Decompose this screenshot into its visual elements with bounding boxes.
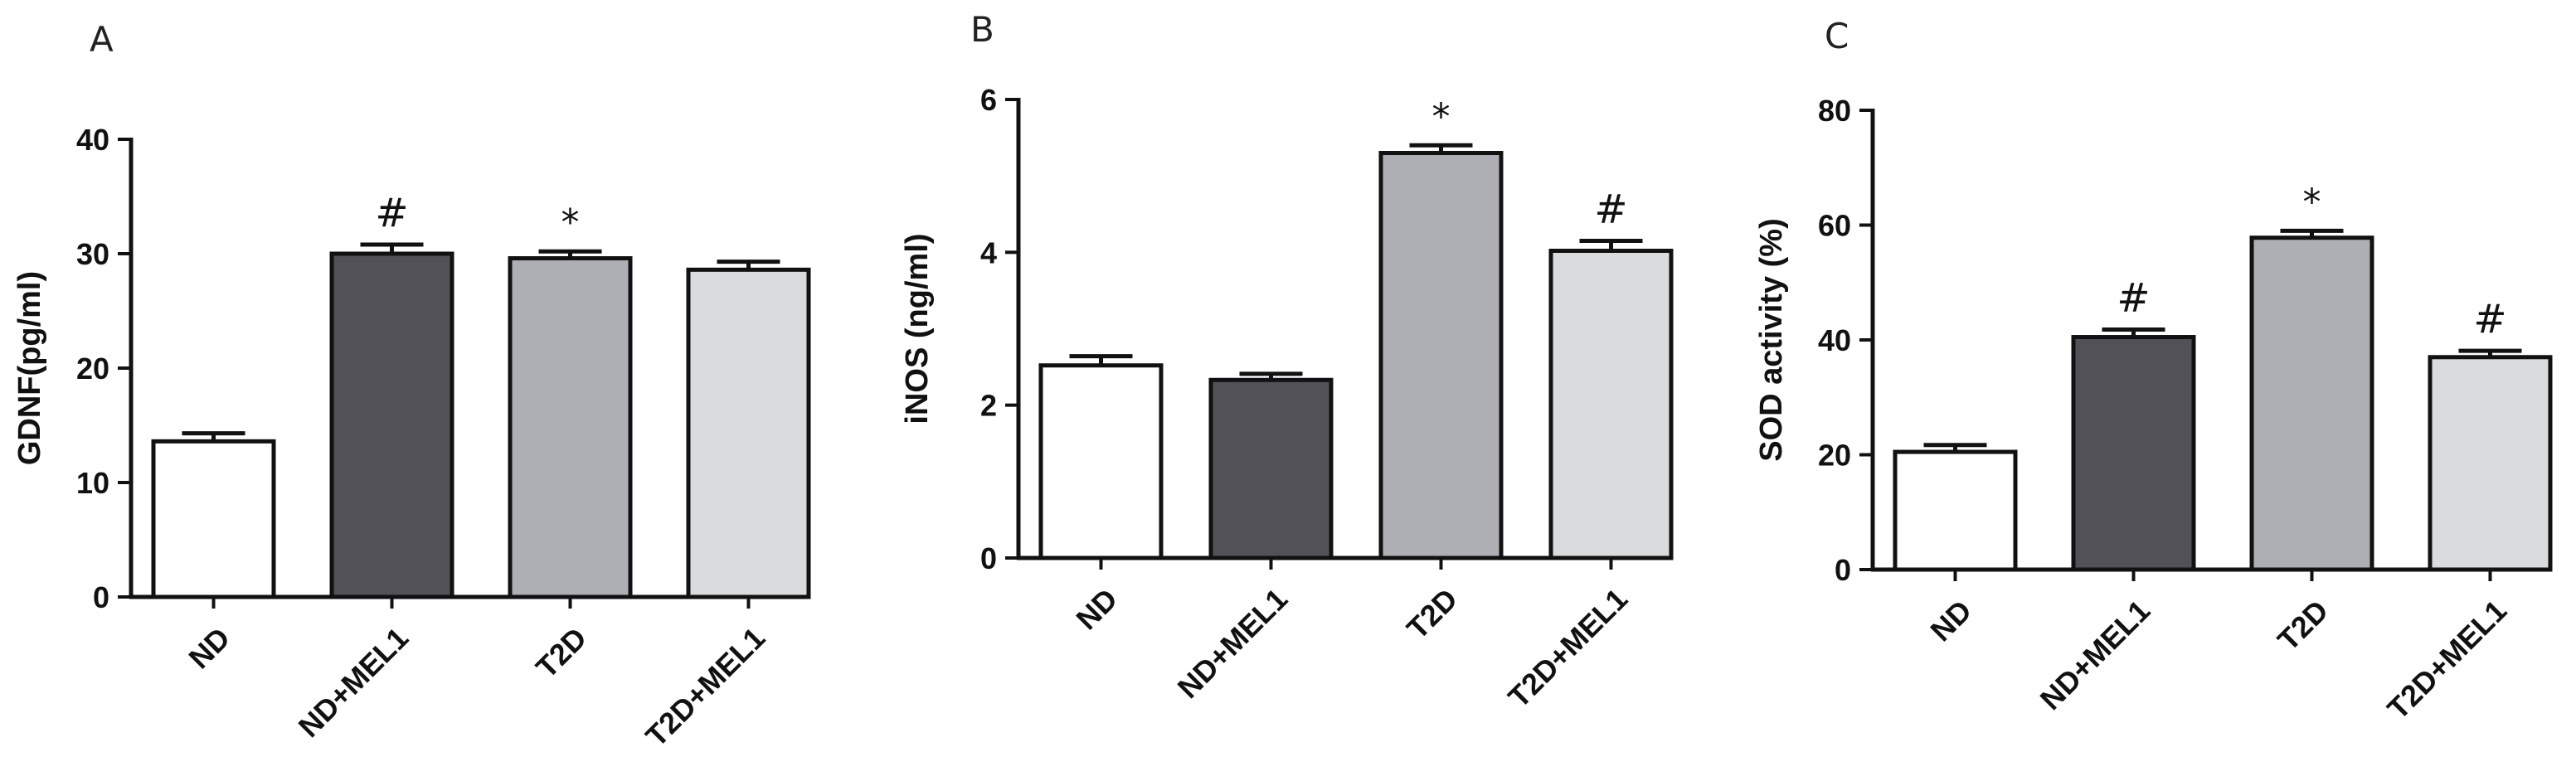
panel-letter: C [1825, 16, 1849, 56]
bar-t2d-mel1 [1548, 248, 1674, 560]
x-tick-label: ND [1069, 582, 1124, 637]
bar-t2d [2249, 235, 2374, 572]
y-tick-label: 4 [980, 235, 997, 269]
x-tick-label: T2D+MEL1 [1501, 582, 1634, 715]
x-tick-label: T2D [529, 621, 593, 685]
significance-star: * [561, 201, 580, 244]
x-tick-label: ND [182, 621, 236, 676]
y-tick-label: 6 [980, 83, 997, 117]
significance-hash: # [2117, 275, 2150, 322]
bar-t2d-mel1 [686, 267, 811, 599]
y-tick-label: 0 [1835, 553, 1851, 587]
bar-t2d [508, 256, 633, 599]
significance-hash: # [2473, 296, 2506, 342]
bar-nd-mel1 [2071, 335, 2196, 572]
significance-hash: # [1594, 187, 1627, 233]
y-tick-label: 60 [1818, 209, 1851, 243]
y-tick-label: 30 [76, 237, 109, 271]
y-tick-label: 0 [93, 580, 109, 614]
y-tick-label: 40 [1818, 323, 1851, 357]
x-tick-label: ND+MEL1 [292, 621, 416, 745]
panel-letter: B [970, 9, 994, 50]
x-tick-label: ND+MEL1 [2034, 594, 2157, 717]
y-tick-label: 0 [980, 541, 997, 575]
y-axis-label: iNOS (ng/ml) [900, 233, 935, 424]
x-tick-label: ND+MEL1 [1171, 582, 1295, 706]
x-tick-label: T2D+MEL1 [2380, 594, 2513, 726]
x-tick-label: T2D [2271, 594, 2335, 657]
bar-nd [1893, 449, 2018, 572]
x-tick-label: T2D+MEL1 [639, 621, 771, 754]
significance-hash: # [375, 190, 408, 236]
y-axis-label: GDNF(pg/ml) [12, 271, 47, 465]
bar-nd [151, 439, 276, 599]
y-axis-label: SOD activity (%) [1754, 218, 1789, 462]
bar-t2d-mel1 [2428, 355, 2553, 572]
y-tick-label: 80 [1818, 94, 1851, 128]
panel-a: A 0 10 20 30 40 GDNF(pg/ml) ND ND+MEL1 # T2D * T2D+M… [12, 19, 811, 754]
y-tick-label: 10 [76, 466, 109, 500]
bar-t2d [1378, 151, 1504, 560]
panel-c: C 0 20 40 60 80 SOD activity (%) ND ND+MEL1 # T2D *… [1754, 16, 2553, 726]
significance-star: * [2303, 181, 2321, 223]
bar-nd-mel1 [329, 251, 454, 599]
panel-b: B 0 2 4 6 iNOS (ng/ml) ND ND+MEL1 T2D * T2D+MEL1 # [900, 9, 1674, 715]
y-tick-label: 20 [76, 352, 109, 386]
y-tick-label: 40 [76, 123, 109, 157]
y-tick-label: 2 [980, 389, 997, 423]
x-tick-label: ND [1923, 594, 1978, 648]
bar-nd-mel1 [1208, 377, 1334, 560]
x-tick-label: T2D [1400, 582, 1464, 646]
significance-star: * [1432, 95, 1451, 138]
panel-letter: A [90, 19, 114, 60]
y-tick-label: 20 [1818, 439, 1851, 473]
bar-nd [1038, 363, 1164, 560]
